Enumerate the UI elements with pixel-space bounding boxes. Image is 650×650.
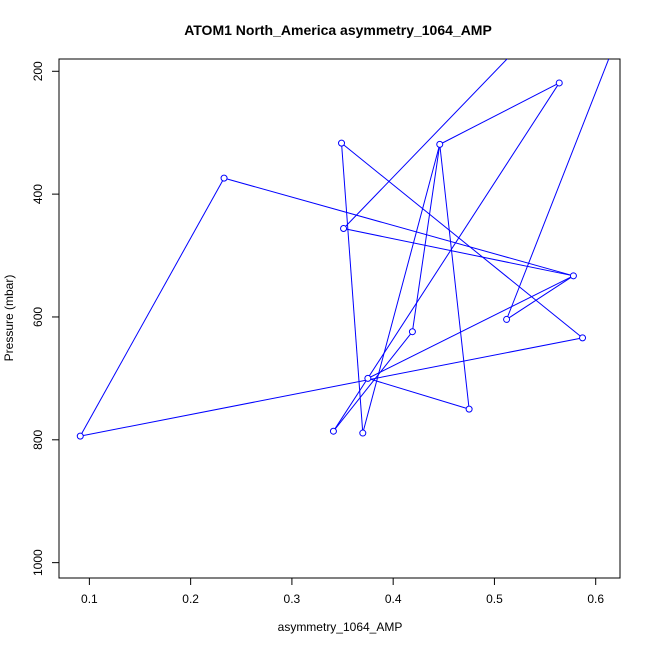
- y-tick-label: 800: [31, 429, 45, 449]
- data-point: [465, 405, 473, 413]
- data-point: [436, 140, 444, 148]
- data-point: [329, 427, 337, 435]
- x-tick-label: 0.4: [385, 592, 402, 606]
- data-point: [579, 334, 587, 342]
- series-segment: [362, 144, 441, 434]
- data-point: [340, 225, 348, 233]
- plot-frame: [58, 58, 621, 579]
- series-segment: [343, 59, 508, 229]
- series-segment: [367, 377, 470, 410]
- y-tick-label: 1000: [31, 549, 45, 576]
- series-segment: [333, 331, 413, 432]
- series-segment: [439, 82, 560, 145]
- y-tick-label: 600: [31, 307, 45, 327]
- series-segment: [506, 275, 574, 320]
- series-segment: [506, 59, 610, 320]
- x-axis-label: asymmetry_1064_AMP: [278, 620, 403, 634]
- data-point: [364, 374, 372, 382]
- x-tick-label: 0.1: [81, 592, 98, 606]
- y-tick-label: 200: [31, 61, 45, 81]
- chart-title: ATOM1 North_America asymmetry_1064_AMP: [184, 22, 492, 38]
- data-point: [503, 315, 511, 323]
- data-point: [569, 272, 577, 280]
- data-point: [408, 328, 416, 336]
- series-segment: [79, 177, 225, 437]
- x-tick-label: 0.6: [587, 592, 604, 606]
- data-point: [359, 429, 367, 437]
- data-point: [76, 432, 84, 440]
- x-tick-label: 0.5: [486, 592, 503, 606]
- data-point: [555, 79, 563, 87]
- y-tick-label: 400: [31, 184, 45, 204]
- series-segment: [341, 143, 364, 434]
- data-point: [220, 174, 228, 182]
- series-segment: [341, 142, 583, 339]
- y-axis: 200 400 600 800 1000: [31, 61, 59, 576]
- x-tick-label: 0.2: [182, 592, 199, 606]
- series-segment: [343, 228, 574, 277]
- series-layer: [76, 59, 610, 440]
- series-segment: [367, 275, 574, 379]
- series-segment: [411, 144, 441, 332]
- x-tick-label: 0.3: [284, 592, 301, 606]
- series-segment: [439, 144, 470, 410]
- y-axis-label: Pressure (mbar): [2, 275, 16, 362]
- data-point: [338, 139, 346, 147]
- series-segment: [80, 337, 583, 437]
- series-segment: [333, 82, 560, 432]
- series-segment: [223, 177, 574, 277]
- x-axis: 0.1 0.2 0.3 0.4 0.5 0.6: [81, 578, 604, 606]
